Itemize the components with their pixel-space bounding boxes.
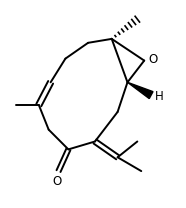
Text: O: O [148, 53, 157, 66]
Text: O: O [52, 175, 61, 188]
Text: H: H [155, 90, 164, 103]
Polygon shape [127, 82, 153, 99]
